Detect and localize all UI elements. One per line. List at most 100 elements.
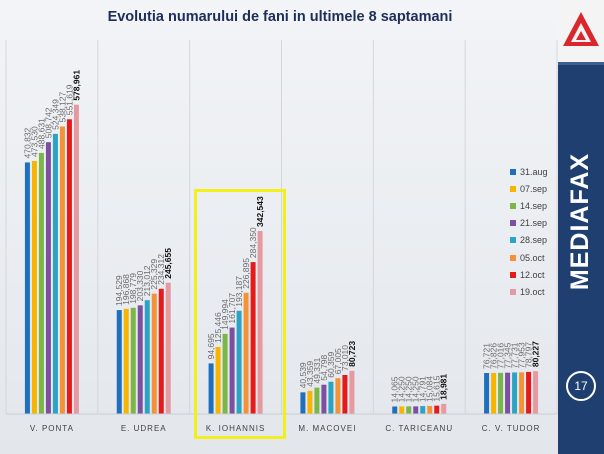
bar [491,372,497,414]
bar [441,403,447,414]
data-label: 14,250 [404,376,414,402]
bar [328,381,334,414]
legend-swatch [510,185,516,192]
bar [208,363,214,414]
bar [307,390,313,414]
bar [31,160,37,414]
data-label: 225,329 [149,259,159,290]
category-label: E. UDREA [121,424,167,433]
bar [427,405,433,414]
data-label: 213,012 [142,265,152,296]
bar [342,374,348,414]
bar [236,310,242,414]
legend-swatch [510,271,516,278]
bar [130,307,136,414]
data-label: 551,619 [64,84,74,115]
bar [137,305,143,414]
legend-item: 14.sep [510,197,558,214]
bar [335,378,341,414]
bar [151,293,157,414]
legend-label: 28.sep [520,235,548,246]
data-label: 77,953 [517,342,527,368]
data-label: 73,010 [340,345,350,371]
brand-name: MEDIAFAX [566,152,595,290]
category-label: C. V. TUDOR [482,424,541,433]
legend-item: 28.sep [510,232,558,249]
bar [300,392,306,414]
data-label: 538,127 [57,91,67,122]
bar [222,333,228,414]
data-label: 94,695 [206,333,216,359]
data-label: 77,345 [503,342,513,368]
data-label: 15,084 [425,376,435,402]
bar [215,346,221,414]
legend-item: 05.oct [510,249,558,266]
data-label: 77,016 [496,343,506,369]
data-label: 14,791 [418,376,428,402]
legend-swatch [510,168,516,175]
category-label: C. TARICEANU [385,424,453,433]
bar [399,406,405,414]
bar [24,162,30,414]
category-label: K. IOHANNIS [206,424,265,433]
chart-title: Evolutia numarului de fani in ultimele 8… [107,9,453,25]
legend-label: 19.oct [520,286,545,297]
data-label: 67,005 [333,348,343,374]
data-label: 60,359 [326,351,336,377]
legend-item: 12.oct [510,266,558,283]
chart-legend: 31.aug 07.sep 14.sep 21.sep 28.sep 05.oct 12.o… [510,163,558,301]
bar [484,373,490,414]
bar [512,372,518,414]
legend-item: 31.aug [510,163,558,180]
bar [526,371,532,414]
legend-label: 05.oct [520,252,545,263]
legend-swatch [510,237,516,244]
legend-swatch [510,202,516,209]
bar [229,327,235,414]
bar [158,288,164,414]
data-label: 473,530 [29,126,39,157]
data-label: 161,707 [227,293,237,324]
data-label: 80,227 [531,341,541,367]
data-label: 196,868 [121,274,131,305]
data-label: 149,994 [220,299,230,330]
data-label: 125,446 [213,312,223,343]
bar [250,262,256,414]
data-label: 76,721 [482,343,492,369]
data-label: 14,065 [390,376,400,402]
data-label: 80,723 [347,341,357,367]
data-label: 76,826 [489,343,499,369]
bar [59,126,65,414]
bar [52,133,58,414]
data-label: 49,331 [312,357,322,383]
data-label: 18,981 [439,374,449,400]
data-label: 43,359 [305,361,315,387]
legend-swatch [510,288,516,295]
bar [38,152,44,414]
bar [349,370,355,414]
category-label: M. MACOVEI [298,424,356,433]
data-label: 54,798 [319,354,329,380]
data-label: 508,742 [43,107,53,138]
mediafax-logo [558,0,604,65]
page-number: 17 [566,371,596,401]
data-label: 77,731 [510,342,520,368]
data-label: 193,187 [234,276,244,307]
data-label: 15,615 [432,375,442,401]
highlight-box-k-iohannis [194,189,286,439]
bar [498,372,504,414]
legend-label: 21.sep [520,218,548,229]
data-label: 14,250 [411,376,421,402]
bar [314,387,320,414]
legend-label: 31.aug [520,166,548,177]
data-label: 226,895 [241,258,251,289]
data-label: 203,330 [135,270,145,301]
data-label: 234,312 [156,254,166,285]
data-label: 78,797 [524,342,534,368]
bar [392,406,398,414]
data-label: 342,543 [255,196,265,227]
legend-item: 07.sep [510,180,558,197]
bar [533,371,539,414]
bar [257,230,263,414]
